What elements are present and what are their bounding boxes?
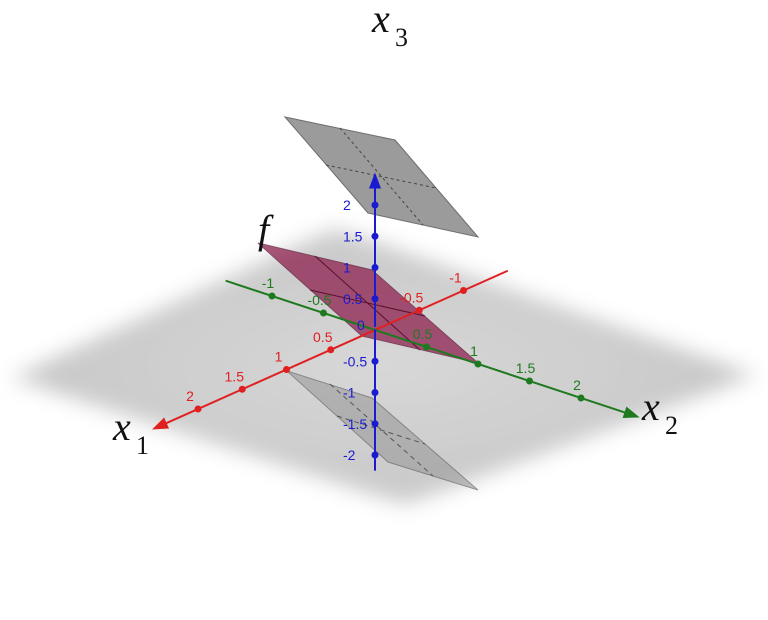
svg-text:1: 1 — [136, 431, 149, 460]
x1-tick-label: 1 — [275, 349, 283, 365]
x1-axis: -1 -0.5 0.5 1 1.5 2 — [151, 269, 509, 430]
x3-tick-mark — [371, 451, 379, 459]
x2-tick-mark — [577, 394, 585, 402]
x3-tick-label: 2 — [343, 197, 351, 213]
svg-text:x: x — [641, 384, 660, 429]
x2-tick-label: 2 — [573, 377, 581, 393]
x1-tick-label: 0.5 — [313, 329, 333, 345]
svg-text:x: x — [371, 0, 390, 41]
x1-tick-label: -1 — [449, 270, 462, 286]
lower-gray-plane — [286, 370, 479, 491]
x2-tick-mark — [474, 360, 482, 368]
svg-text:3: 3 — [395, 23, 408, 52]
upper-gray-plane — [283, 116, 480, 238]
x2-tick-label: 1 — [470, 343, 478, 359]
x2-arrow-icon — [622, 406, 640, 419]
x1-arrow-icon — [151, 417, 170, 430]
x1-tick-mark — [283, 366, 290, 373]
x2-tick-label: -0.5 — [307, 292, 331, 308]
x1-tick-mark — [238, 385, 246, 393]
x3-tick-label: -1.5 — [343, 416, 367, 432]
x1-tick-mark — [327, 346, 335, 354]
x3-tick-label: -2 — [343, 447, 356, 463]
x1-tick-mark — [194, 405, 202, 413]
x2-tick-label: 0.5 — [413, 326, 433, 342]
x1-tick-label: -0.5 — [399, 289, 423, 305]
x3-tick-mark — [371, 232, 379, 240]
x1-tick-label: 1.5 — [225, 368, 245, 384]
x3-arrow-icon — [369, 172, 381, 189]
xy-plane — [10, 228, 758, 505]
x1-tick-mark — [460, 287, 467, 294]
x1-tick-mark — [415, 306, 423, 314]
x2-tick-mark — [268, 292, 276, 300]
x3-tick-label: 1 — [343, 260, 351, 276]
x3-tick-mark — [371, 201, 379, 209]
x2-axis: -1 -0.5 0.5 1 1.5 2 — [225, 275, 640, 419]
x3-tick-label: -1 — [343, 385, 356, 401]
origin-label: 0 — [357, 317, 365, 333]
x2-tick-mark — [320, 309, 327, 317]
x2-tick-mark — [423, 343, 430, 351]
x3-tick-mark — [371, 295, 379, 303]
x2-tick-label: 1.5 — [516, 360, 536, 376]
x3-tick-label: 0.5 — [343, 291, 363, 307]
x2-tick-label: -1 — [262, 275, 275, 291]
svg-text:x: x — [112, 404, 131, 449]
x1-tick-label: 2 — [186, 388, 194, 404]
x3-tick-label: -0.5 — [343, 353, 367, 369]
x2-tick-mark — [526, 377, 533, 385]
x3-tick-mark — [371, 357, 379, 365]
x3-axis: -2 -1.5 -1 -0.5 0.5 1 1.5 2 — [343, 172, 381, 471]
x1-axis-line — [162, 269, 509, 426]
x3-tick-mark — [371, 420, 379, 428]
plane-f-label: f — [258, 207, 274, 252]
svg-text:2: 2 — [665, 411, 678, 440]
x3-tick-label: 1.5 — [343, 228, 363, 244]
x3-tick-mark — [371, 264, 379, 271]
x3-tick-mark — [371, 389, 379, 396]
